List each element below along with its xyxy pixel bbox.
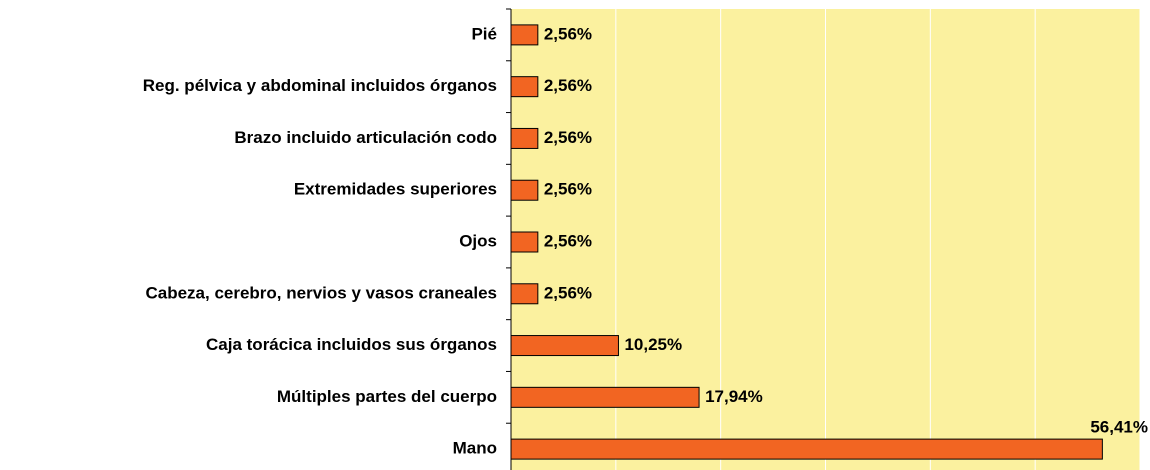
- value-label: 2,56%: [544, 283, 592, 302]
- bar: [510, 127, 539, 149]
- bar: [510, 76, 539, 98]
- bar: [510, 24, 539, 46]
- value-label: 2,56%: [544, 180, 592, 199]
- bar: [510, 231, 539, 253]
- bar: [510, 283, 539, 305]
- category-label: Cabeza, cerebro, nervios y vasos craneal…: [145, 283, 497, 302]
- category-label: Pié: [471, 24, 497, 43]
- value-label: 17,94%: [705, 387, 763, 406]
- value-label: 10,25%: [624, 335, 682, 354]
- category-label: Ojos: [459, 231, 497, 250]
- category-label: Reg. pélvica y abdominal incluidos órgan…: [143, 76, 497, 95]
- category-label: Caja torácica incluidos sus órganos: [206, 335, 497, 354]
- bar: [510, 438, 1103, 460]
- value-label: 56,41%: [1090, 418, 1148, 437]
- bar: [510, 179, 539, 201]
- bar: [510, 386, 700, 408]
- value-label: 2,56%: [544, 76, 592, 95]
- value-label: 2,56%: [544, 231, 592, 250]
- category-label: Múltiples partes del cuerpo: [277, 387, 497, 406]
- category-label: Brazo incluido articulación codo: [234, 128, 497, 147]
- value-label: 2,56%: [544, 128, 592, 147]
- category-label: Extremidades superiores: [294, 180, 497, 199]
- category-label: Mano: [453, 439, 497, 458]
- bar: [510, 335, 619, 357]
- value-label: 2,56%: [544, 24, 592, 43]
